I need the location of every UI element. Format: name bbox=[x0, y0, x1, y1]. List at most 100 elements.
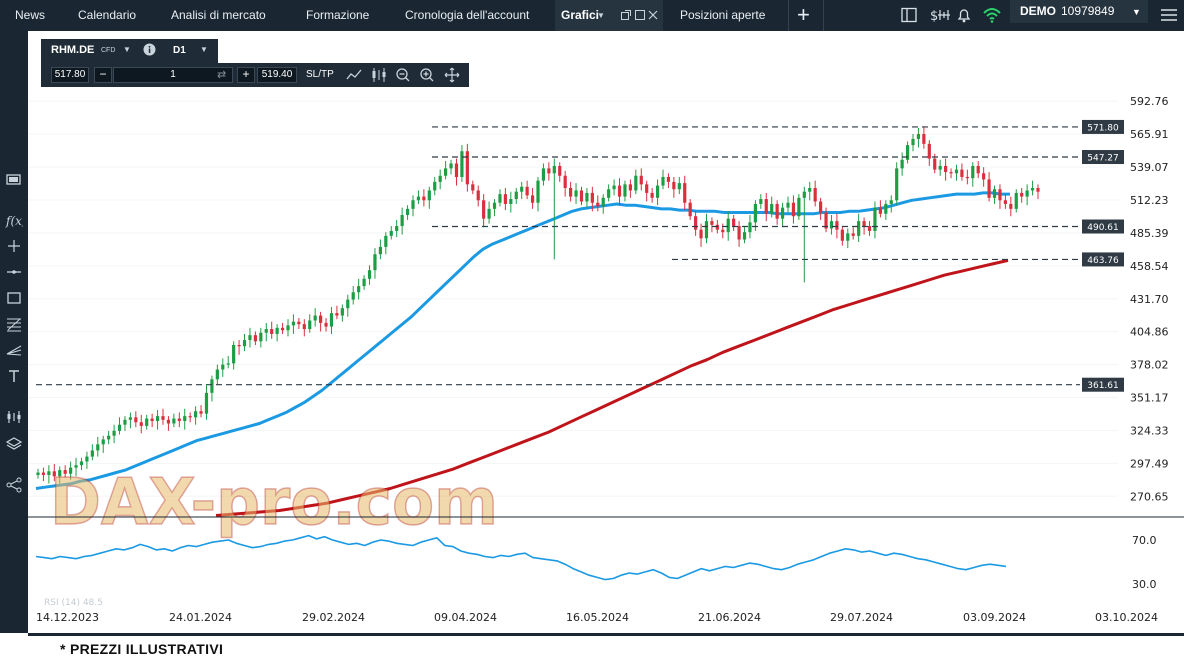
nav-formazione[interactable]: Formazione bbox=[306, 8, 370, 22]
candle-body bbox=[482, 200, 486, 219]
layout-panel-icon[interactable] bbox=[900, 6, 918, 24]
date-tick-label: 14.12.2023 bbox=[36, 611, 99, 624]
instrument-symbol[interactable]: RHM.DE bbox=[51, 44, 95, 56]
chart-canvas[interactable]: 571.80 547.27 490.61 463.76 361.61 DAX-pro.c… bbox=[28, 31, 1184, 633]
account-dropdown-icon[interactable]: ▼ bbox=[1132, 7, 1141, 17]
candle-body bbox=[79, 461, 84, 466]
candle-body bbox=[884, 203, 888, 214]
candle-body bbox=[895, 168, 899, 201]
detach-window-icon[interactable] bbox=[621, 10, 631, 20]
price-alert-icon[interactable]: $ bbox=[929, 6, 951, 24]
candle-body bbox=[123, 419, 127, 425]
fibonacci-tool-icon[interactable] bbox=[5, 316, 23, 332]
candle-body bbox=[938, 165, 942, 170]
price-tick-label: 270.65 bbox=[1130, 490, 1169, 503]
candle-body bbox=[232, 344, 236, 364]
swap-icon[interactable]: ⇄ bbox=[217, 69, 227, 81]
nav-cronologia-account[interactable]: Cronologia dell'account bbox=[405, 8, 530, 22]
candle-body bbox=[96, 444, 100, 451]
price-tick-label: 565.91 bbox=[1130, 128, 1169, 141]
rectangle-tool-icon[interactable] bbox=[5, 290, 23, 306]
close-tab-icon[interactable] bbox=[648, 10, 658, 20]
tab-grafici[interactable]: Grafici ▼ bbox=[555, 0, 663, 31]
maximize-icon[interactable] bbox=[635, 10, 645, 20]
nav-calendario[interactable]: Calendario bbox=[78, 8, 137, 22]
horizontal-levels[interactable]: 571.80 547.27 490.61 463.76 361.61 bbox=[36, 119, 1124, 392]
candle-body bbox=[569, 188, 573, 197]
candle-body bbox=[563, 175, 567, 189]
candle-body bbox=[753, 203, 757, 223]
candle-body bbox=[378, 246, 382, 255]
screen-icon[interactable] bbox=[5, 172, 23, 188]
instrument-type: CFD bbox=[101, 47, 116, 54]
nav-news[interactable]: News bbox=[15, 8, 46, 22]
zoom-in-icon[interactable] bbox=[419, 67, 435, 86]
candle-body bbox=[47, 471, 51, 475]
candle-body bbox=[1003, 200, 1007, 204]
sell-price-button[interactable]: 517.80 bbox=[51, 67, 89, 83]
candle-body bbox=[965, 176, 969, 179]
candle-body bbox=[275, 327, 279, 334]
share-icon[interactable] bbox=[5, 477, 23, 493]
candle-body bbox=[85, 456, 89, 462]
candle-body bbox=[857, 221, 861, 236]
account-selector[interactable]: DEMO 10979849 ▼ bbox=[1010, 0, 1148, 23]
candle-body bbox=[889, 200, 893, 204]
candle-body bbox=[780, 207, 785, 219]
quantity-input[interactable]: 1 bbox=[113, 67, 233, 83]
candle-body bbox=[280, 327, 285, 331]
add-tab-button[interactable]: + bbox=[797, 2, 810, 27]
symbol-dropdown-icon[interactable]: ▼ bbox=[123, 45, 131, 54]
timeframe-dropdown-icon[interactable]: ▼ bbox=[200, 45, 208, 54]
layers-icon[interactable] bbox=[5, 436, 23, 452]
candle-body bbox=[791, 202, 796, 217]
nav-analisi-di-mercato[interactable]: Analisi di mercato bbox=[171, 8, 266, 22]
candle-body bbox=[204, 392, 209, 414]
candle-body bbox=[58, 470, 62, 477]
quantity-increase-button[interactable]: + bbox=[237, 67, 255, 83]
instrument-info-icon[interactable] bbox=[143, 43, 156, 59]
candle-body bbox=[971, 165, 975, 179]
footer-note: * PREZZI ILLUSTRATIVI bbox=[60, 641, 224, 657]
candle-body bbox=[101, 439, 105, 445]
hamburger-menu-icon[interactable] bbox=[1160, 6, 1178, 24]
date-tick-label: 03.10.2024 bbox=[1095, 611, 1158, 624]
level-label-box bbox=[1082, 377, 1124, 392]
function-icon[interactable]: f(x) bbox=[5, 212, 27, 228]
candle-body bbox=[933, 158, 937, 170]
candle-body bbox=[444, 168, 448, 176]
pan-move-icon[interactable] bbox=[444, 67, 460, 86]
candle-body bbox=[465, 151, 469, 185]
candle-body bbox=[400, 214, 404, 227]
quantity-decrease-button[interactable]: − bbox=[94, 67, 112, 83]
price-tick-label: 378.02 bbox=[1130, 359, 1169, 372]
sltp-button[interactable]: SL/TP bbox=[306, 69, 334, 80]
chart-area[interactable]: 571.80 547.27 490.61 463.76 361.61 DAX-pro.c… bbox=[28, 31, 1184, 633]
candle-body bbox=[639, 175, 643, 185]
tab-posizioni-aperte[interactable]: Posizioni aperte bbox=[680, 8, 766, 22]
candle-body bbox=[177, 418, 181, 422]
chart-type-candle-icon[interactable] bbox=[371, 67, 387, 86]
candle-body bbox=[552, 165, 556, 174]
zoom-out-icon[interactable] bbox=[395, 67, 411, 86]
candle-body bbox=[145, 418, 149, 426]
crosshair-icon[interactable] bbox=[5, 238, 23, 254]
candle-body bbox=[373, 254, 377, 271]
candle-body bbox=[661, 176, 665, 186]
candle-body bbox=[302, 324, 306, 330]
horizontal-line-icon[interactable] bbox=[5, 264, 23, 280]
buy-price-button[interactable]: 519.40 bbox=[257, 67, 297, 83]
pitchfork-tool-icon[interactable] bbox=[5, 342, 23, 358]
candle-body bbox=[509, 199, 513, 204]
candle-body bbox=[221, 364, 225, 370]
candle-body bbox=[194, 411, 198, 418]
indicators-icon[interactable] bbox=[5, 409, 23, 425]
chart-type-line-icon[interactable] bbox=[346, 67, 362, 86]
timeframe-selector[interactable]: D1 bbox=[173, 45, 186, 56]
candle-body bbox=[786, 202, 790, 208]
dropdown-caret-icon[interactable]: ▼ bbox=[597, 11, 605, 20]
text-tool-icon[interactable] bbox=[5, 368, 23, 384]
notification-bell-icon[interactable] bbox=[955, 6, 973, 24]
date-tick-label: 29.02.2024 bbox=[302, 611, 365, 624]
candle-body bbox=[617, 185, 622, 197]
